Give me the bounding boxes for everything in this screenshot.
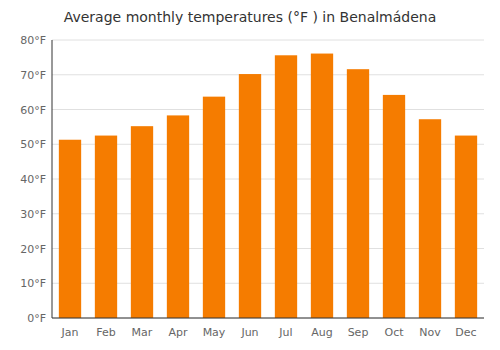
- grid-line: [52, 74, 484, 75]
- bars: [59, 54, 477, 318]
- y-tick-label: 10°F: [20, 277, 46, 290]
- x-tick-label: May: [203, 326, 226, 339]
- grid-line: [52, 318, 484, 319]
- y-tick-label: 0°F: [27, 312, 46, 325]
- grid-line: [52, 109, 484, 110]
- bar: [131, 126, 153, 318]
- y-tick-label: 30°F: [20, 208, 46, 221]
- bar: [455, 136, 477, 318]
- bar: [95, 136, 117, 318]
- x-tick-label: Aug: [311, 326, 332, 339]
- x-tick-label: Jun: [240, 326, 258, 339]
- chart: Average monthly temperatures (°F ) in Be…: [0, 0, 500, 350]
- x-tick-label: Jul: [278, 326, 292, 339]
- x-axis: [52, 318, 484, 319]
- y-tick-label: 80°F: [20, 34, 46, 47]
- bar: [311, 54, 333, 318]
- bar: [203, 97, 225, 318]
- bar: [167, 115, 189, 318]
- x-tick-label: Jan: [61, 326, 79, 339]
- y-tick-label: 50°F: [20, 138, 46, 151]
- y-tick-label: 60°F: [20, 104, 46, 117]
- y-tick-label: 20°F: [20, 243, 46, 256]
- bar: [59, 140, 81, 318]
- bar: [383, 95, 405, 318]
- title: Average monthly temperatures (°F ) in Be…: [64, 9, 437, 25]
- x-tick-label: Oct: [384, 326, 404, 339]
- bar: [239, 74, 261, 318]
- x-tick-label: Dec: [455, 326, 476, 339]
- y-axis: [52, 40, 53, 318]
- bar: [275, 55, 297, 318]
- grid-line: [52, 40, 484, 41]
- x-tick-label: Nov: [419, 326, 441, 339]
- grid: [52, 40, 484, 318]
- x-tick-label: Sep: [348, 326, 369, 339]
- x-tick-label: Apr: [168, 326, 188, 339]
- x-tick-label: Mar: [132, 326, 153, 339]
- y-tick-label: 40°F: [20, 173, 46, 186]
- bar: [419, 119, 441, 318]
- x-tick-label: Feb: [96, 326, 115, 339]
- bar: [347, 69, 369, 318]
- y-tick-label: 70°F: [20, 69, 46, 82]
